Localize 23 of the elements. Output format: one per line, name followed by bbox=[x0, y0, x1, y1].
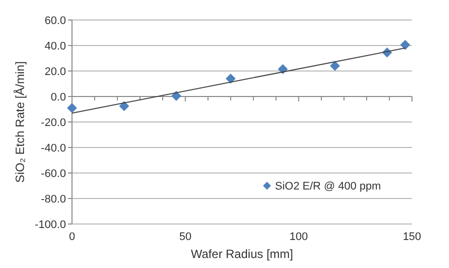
y-axis-title: SiO₂ Etch Rate [Å/min] bbox=[13, 61, 27, 183]
y-tick-label: 60.0 bbox=[44, 14, 66, 27]
point bbox=[400, 40, 410, 50]
point bbox=[119, 101, 130, 112]
y-tick-label: 40.0 bbox=[44, 40, 66, 52]
x-tick-label: 0 bbox=[68, 231, 76, 243]
point bbox=[171, 90, 182, 101]
legend-label: SiO2 E/R @ 400 ppm bbox=[275, 180, 381, 193]
y-tick-label: -100.0 bbox=[34, 218, 66, 231]
x-axis-title: Wafer Radius [mm] bbox=[190, 247, 294, 261]
x-tick-label: 100 bbox=[289, 231, 308, 243]
y-tick-label: -40.0 bbox=[40, 142, 66, 154]
y-tick-label: 20.0 bbox=[44, 66, 66, 78]
y-tick-label: -20.0 bbox=[40, 116, 66, 129]
point bbox=[278, 64, 288, 74]
x-tick-label: 150 bbox=[402, 231, 422, 243]
y-tick-label: 0.0 bbox=[50, 91, 66, 104]
y-tick-label: -80.0 bbox=[40, 193, 66, 206]
point bbox=[67, 102, 77, 113]
point bbox=[330, 60, 340, 71]
point bbox=[226, 74, 236, 84]
x-tick-label: 50 bbox=[179, 231, 192, 243]
y-tick-label: -60.0 bbox=[40, 168, 66, 180]
